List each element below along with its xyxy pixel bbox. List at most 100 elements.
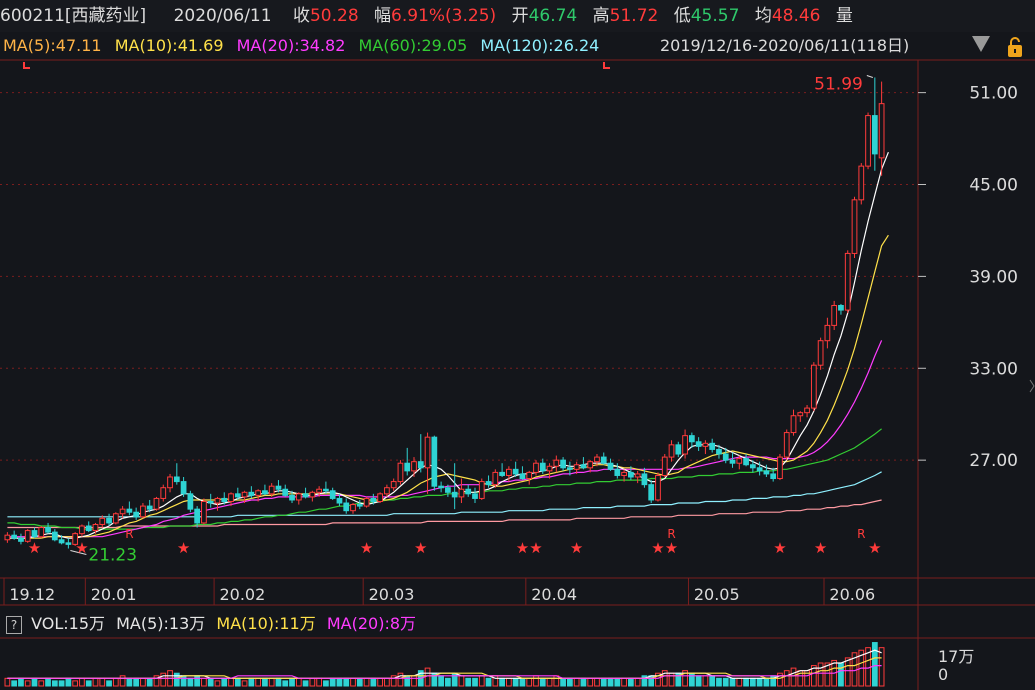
candle-body (404, 462, 411, 472)
candle-body (45, 527, 51, 533)
volume-bar (519, 677, 526, 687)
candle-body (858, 165, 865, 201)
y-tick-label: 33.00 (969, 359, 1018, 379)
signal-star-marker: ★ (665, 539, 678, 557)
candle-body (600, 456, 607, 464)
candle-body (567, 467, 573, 470)
candle-body (65, 542, 72, 545)
dropdown-triangle-icon[interactable] (972, 36, 990, 52)
candle-body (594, 456, 600, 463)
signal-star-marker: ★ (516, 539, 529, 557)
lock-icon[interactable] (1006, 36, 1024, 58)
x-tick-label: 20.06 (829, 585, 875, 604)
volume-bar (526, 677, 533, 687)
signal-star-marker: ★ (75, 539, 88, 557)
volume-bar (51, 680, 58, 687)
candle-body (31, 530, 38, 538)
candle-body (668, 444, 675, 458)
volume-bar (58, 680, 65, 687)
volume-bar (275, 677, 282, 687)
change-label: 幅 (374, 6, 392, 26)
x-tick-label: 20.01 (91, 585, 137, 604)
candle-body (492, 471, 499, 486)
volume-bar (241, 680, 248, 687)
volume-bar (627, 677, 634, 687)
volume-bar (695, 675, 702, 687)
volume-bar (221, 677, 228, 687)
volume-bar (363, 677, 370, 687)
candle-body (350, 504, 356, 512)
volume-bar (533, 675, 539, 687)
volume-bar (641, 675, 648, 687)
y-tick-label: 39.00 (969, 267, 1018, 287)
volume-bar (668, 672, 675, 687)
min-price-label: 21.23 (88, 546, 137, 566)
signal-star-marker: ★ (360, 539, 373, 557)
candle-body (573, 464, 580, 470)
volume-bar (661, 670, 668, 687)
volume-bar (160, 672, 167, 687)
candle-body (160, 487, 167, 499)
candle-body (187, 493, 194, 510)
volume-bar (92, 677, 99, 687)
candle-body (316, 488, 322, 493)
volume-bar (634, 677, 641, 687)
candle-body (539, 462, 546, 472)
candle-body (621, 471, 627, 476)
candle-body (24, 530, 31, 542)
open-value: 46.74 (528, 6, 578, 26)
volume-bar (112, 677, 119, 687)
candle-body (207, 500, 214, 504)
volume-bar (871, 642, 878, 687)
volume-bar (146, 677, 153, 687)
volume-bar (323, 680, 329, 687)
ma5-label: MA(5):47.11 (3, 36, 102, 55)
volume-legend: ? VOL:15万 MA(5):13万 MA(10):11万 MA(20):8万 (0, 612, 416, 636)
volume-bar (621, 677, 627, 687)
candle-body (675, 444, 682, 455)
ma120-label: MA(120):26.24 (480, 36, 600, 55)
help-icon[interactable]: ? (6, 615, 22, 634)
volume-bar (702, 675, 709, 687)
max-pointer (866, 74, 873, 78)
volume-bar (390, 675, 397, 687)
volume-bar (438, 675, 444, 687)
volume-bar (38, 680, 45, 687)
candle-body (627, 471, 634, 478)
ma250-line (7, 499, 882, 529)
candle-body (722, 453, 729, 461)
volume-bar (262, 677, 268, 687)
volume-bar (600, 677, 607, 687)
candle-body (438, 485, 444, 489)
volume-bar (140, 677, 146, 687)
candle-body (370, 497, 377, 502)
candle-body (11, 534, 18, 539)
candle-body (343, 502, 350, 512)
candle-body (655, 474, 661, 501)
date-range-label: 2019/12/16-2020/06/11(118日) (660, 36, 910, 55)
candle-body (377, 493, 383, 502)
candle-body (634, 473, 641, 478)
candle-body (201, 500, 207, 524)
volume-bar (370, 677, 377, 687)
volume-bar (614, 677, 621, 687)
ma10-label: MA(10):41.69 (114, 36, 224, 55)
volume-label: 量 (835, 6, 853, 26)
candle-body (519, 473, 526, 480)
volume-bar (824, 662, 831, 687)
candle-body (458, 488, 465, 498)
candle-body (18, 537, 24, 542)
y-tick-label: 27.00 (969, 451, 1018, 471)
volume-bar (729, 677, 736, 687)
candle-body (831, 304, 838, 326)
candle-body (431, 436, 438, 487)
volume-bar (546, 677, 553, 687)
volume-bar (844, 657, 851, 687)
candle-body (384, 487, 390, 495)
ma60-line (7, 428, 882, 530)
volume-bar (580, 677, 587, 687)
candle-body (614, 468, 621, 476)
candle-body (783, 432, 790, 458)
candle-body (682, 435, 688, 455)
